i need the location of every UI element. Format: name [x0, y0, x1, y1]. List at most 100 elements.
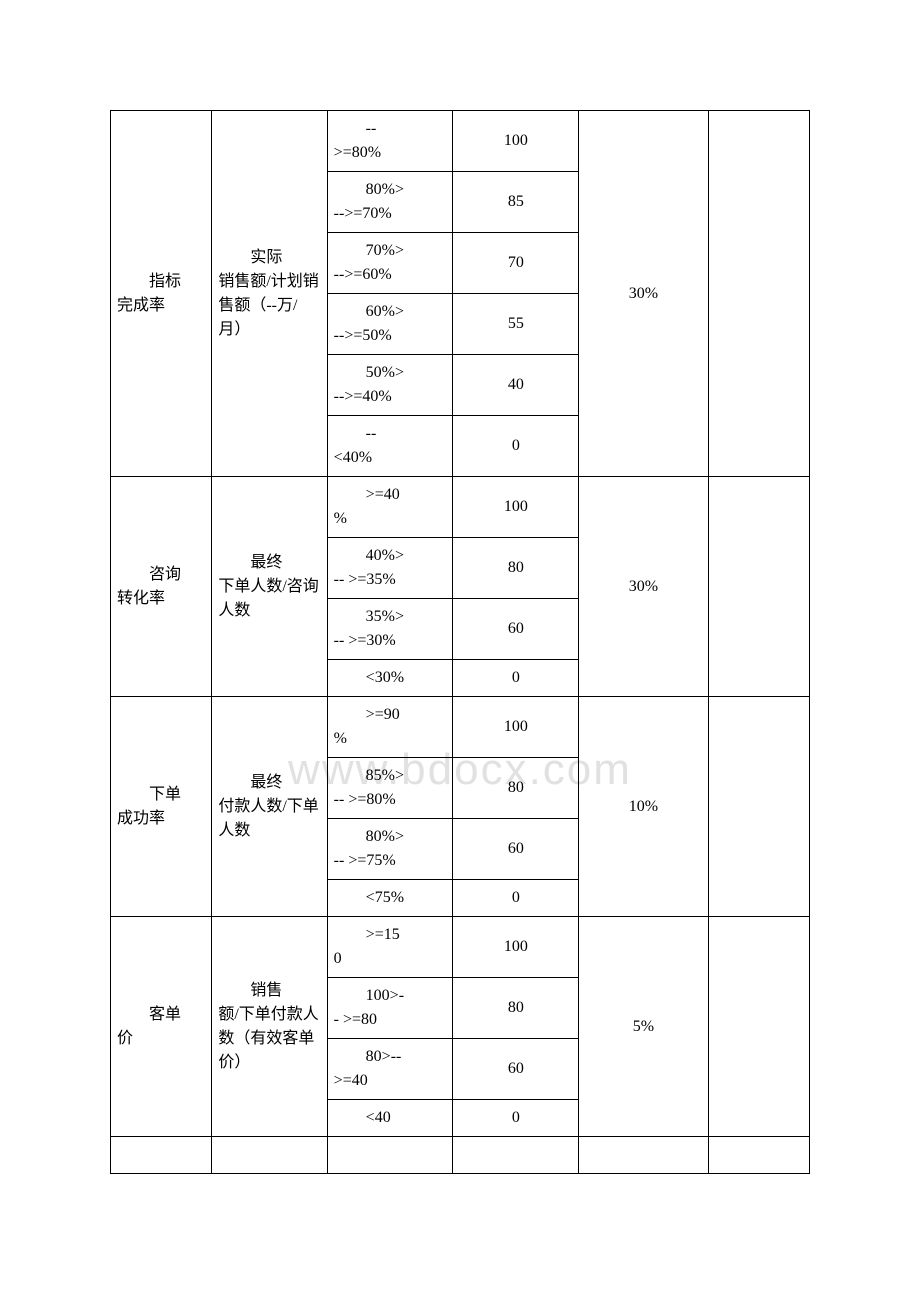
threshold-text: -->=50%: [334, 327, 392, 344]
metric-label: 客单: [117, 1006, 181, 1023]
threshold-cell: 80%> -->=70%: [327, 172, 453, 233]
threshold-cell: 40%> -- >=35%: [327, 538, 453, 599]
threshold-cell: 100>- - >=80: [327, 978, 453, 1039]
threshold-text: 80%>: [334, 181, 404, 198]
formula-label: 最终: [218, 554, 282, 571]
metric-cell: 咨询 转化率: [111, 477, 212, 697]
empty-cell: [708, 111, 809, 477]
threshold-cell: <75%: [327, 880, 453, 917]
threshold-text: <30%: [334, 669, 404, 686]
metric-label: 指标: [117, 273, 181, 290]
metric-label: 下单: [117, 786, 181, 803]
empty-cell: [212, 1137, 327, 1174]
metric-cell: 下单 成功率: [111, 697, 212, 917]
threshold-text: - >=80: [334, 1011, 377, 1028]
score-cell: 100: [453, 917, 579, 978]
score-cell: 60: [453, 1039, 579, 1100]
weight-cell: 30%: [579, 477, 708, 697]
score-cell: 100: [453, 477, 579, 538]
threshold-text: <75%: [334, 889, 404, 906]
threshold-cell: <40: [327, 1100, 453, 1137]
formula-label: 额/下单付款人数（有效客单价）: [218, 1006, 318, 1071]
threshold-text: 40%>: [334, 547, 404, 564]
threshold-text: -->=60%: [334, 266, 392, 283]
threshold-text: 60%>: [334, 303, 404, 320]
threshold-text: >=90: [334, 706, 400, 723]
threshold-text: >=40: [334, 1072, 368, 1089]
threshold-cell: -- >=80%: [327, 111, 453, 172]
metric-label: 转化率: [117, 590, 165, 607]
empty-cell: [708, 477, 809, 697]
threshold-cell: 35%> -- >=30%: [327, 599, 453, 660]
score-cell: 80: [453, 538, 579, 599]
empty-cell: [111, 1137, 212, 1174]
threshold-text: <40: [334, 1109, 391, 1126]
empty-cell: [579, 1137, 708, 1174]
score-cell: 100: [453, 697, 579, 758]
threshold-text: %: [334, 510, 347, 527]
threshold-cell: 80%> -- >=75%: [327, 819, 453, 880]
weight-cell: 10%: [579, 697, 708, 917]
metric-label: 成功率: [117, 810, 165, 827]
score-cell: 55: [453, 294, 579, 355]
score-cell: 80: [453, 758, 579, 819]
threshold-text: --: [334, 120, 377, 137]
score-cell: 80: [453, 978, 579, 1039]
formula-cell: 最终 付款人数/下单人数: [212, 697, 327, 917]
formula-label: 实际: [218, 249, 282, 266]
empty-cell: [708, 1137, 809, 1174]
table-row: 客单 价 销售 额/下单付款人数（有效客单价） >=15 0 100 5%: [111, 917, 810, 978]
threshold-cell: 85%> -- >=80%: [327, 758, 453, 819]
score-cell: 70: [453, 233, 579, 294]
metric-label: 完成率: [117, 297, 165, 314]
threshold-text: -- >=30%: [334, 632, 396, 649]
threshold-cell: 60%> -->=50%: [327, 294, 453, 355]
score-cell: 0: [453, 660, 579, 697]
table-row: 咨询 转化率 最终 下单人数/咨询人数 >=40 % 100 30%: [111, 477, 810, 538]
threshold-cell: >=40 %: [327, 477, 453, 538]
threshold-text: 85%>: [334, 767, 404, 784]
threshold-text: 100>-: [334, 987, 404, 1004]
threshold-text: -- >=80%: [334, 791, 396, 808]
threshold-cell: 80>-- >=40: [327, 1039, 453, 1100]
threshold-text: -->=40%: [334, 388, 392, 405]
score-cell: 60: [453, 599, 579, 660]
table-row: 下单 成功率 最终 付款人数/下单人数 >=90 % 100 10%: [111, 697, 810, 758]
formula-label: 付款人数/下单人数: [218, 798, 318, 839]
threshold-text: >=80%: [334, 144, 381, 161]
metric-cell: 客单 价: [111, 917, 212, 1137]
score-cell: 0: [453, 416, 579, 477]
threshold-text: 35%>: [334, 608, 404, 625]
formula-label: 下单人数/咨询人数: [218, 578, 318, 619]
table-row: 指标 完成率 实际 销售额/计划销售额（--万/月） -- >=80% 100 …: [111, 111, 810, 172]
threshold-text: >=15: [334, 926, 400, 943]
threshold-cell: <30%: [327, 660, 453, 697]
empty-cell: [327, 1137, 453, 1174]
formula-label: 销售: [218, 982, 282, 999]
formula-cell: 最终 下单人数/咨询人数: [212, 477, 327, 697]
threshold-text: 50%>: [334, 364, 404, 381]
threshold-text: -- >=35%: [334, 571, 396, 588]
threshold-text: 80>--: [334, 1048, 402, 1065]
threshold-text: 0: [334, 950, 342, 967]
formula-cell: 销售 额/下单付款人数（有效客单价）: [212, 917, 327, 1137]
threshold-text: %: [334, 730, 347, 747]
formula-cell: 实际 销售额/计划销售额（--万/月）: [212, 111, 327, 477]
empty-cell: [453, 1137, 579, 1174]
threshold-text: 80%>: [334, 828, 404, 845]
score-cell: 0: [453, 880, 579, 917]
metric-label: 咨询: [117, 566, 181, 583]
threshold-cell: 50%> -->=40%: [327, 355, 453, 416]
formula-label: 最终: [218, 774, 282, 791]
score-cell: 0: [453, 1100, 579, 1137]
score-cell: 100: [453, 111, 579, 172]
weight-cell: 30%: [579, 111, 708, 477]
threshold-cell: 70%> -->=60%: [327, 233, 453, 294]
score-cell: 60: [453, 819, 579, 880]
metric-label: 价: [117, 1030, 133, 1047]
kpi-table: 指标 完成率 实际 销售额/计划销售额（--万/月） -- >=80% 100 …: [110, 110, 810, 1174]
threshold-text: 70%>: [334, 242, 404, 259]
empty-cell: [708, 917, 809, 1137]
threshold-text: -->=70%: [334, 205, 392, 222]
score-cell: 85: [453, 172, 579, 233]
